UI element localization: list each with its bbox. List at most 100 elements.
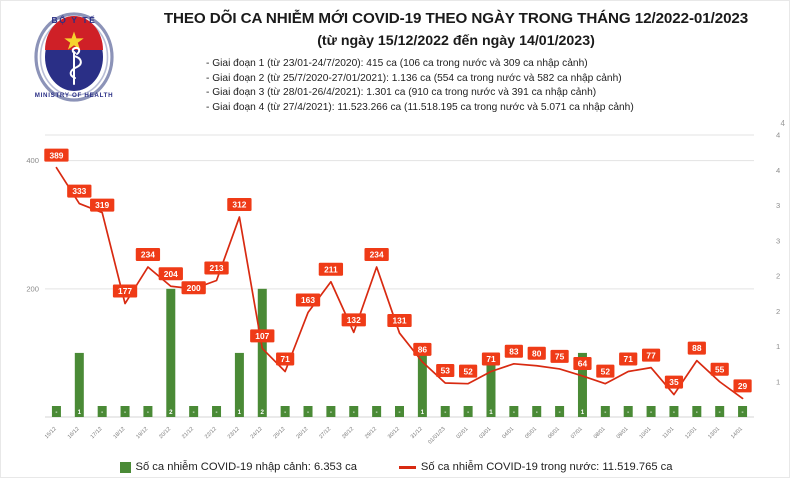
- bar[interactable]: [509, 406, 519, 417]
- legend-swatch-bar-icon: [119, 461, 131, 473]
- x-axis-tick: 01/01/23: [427, 426, 446, 445]
- bar-value-label: -: [353, 409, 355, 416]
- legend-item-domestic[interactable]: Số ca nhiễm COVID-19 trong nước: 11.519.…: [398, 461, 672, 473]
- bar-value-label: -: [719, 409, 721, 416]
- svg-text:75: 75: [555, 352, 565, 362]
- data-label: 29: [733, 379, 752, 393]
- bar[interactable]: [395, 406, 404, 417]
- page-header: BỘ Y TẾ MINISTRY OF HEALTH THEO DÕI CA N…: [1, 1, 790, 133]
- x-axis-tick: 19/12: [135, 426, 149, 440]
- bar[interactable]: [532, 406, 542, 417]
- x-axis-tick: 30/12: [387, 426, 401, 440]
- x-axis-tick: 04/01: [501, 426, 515, 440]
- bar[interactable]: [97, 406, 107, 417]
- svg-text:163: 163: [301, 295, 315, 305]
- x-axis-tick-labels: 15/12 16/12 17/12 18/12 19/12 20/12 21/12 22/12…: [44, 426, 744, 445]
- bar[interactable]: [326, 406, 336, 417]
- bar[interactable]: [577, 352, 587, 417]
- bar-value-label: -: [559, 409, 561, 416]
- phase-line-1: - Giai đoạn 1 (từ 23/01-24/7/2020): 415 …: [206, 58, 588, 69]
- data-label: 312: [227, 198, 252, 212]
- x-axis-tick: 10/01: [639, 426, 653, 440]
- data-label: 52: [459, 364, 478, 378]
- bar[interactable]: [623, 406, 633, 417]
- y-axis-right-tick: 3: [776, 201, 780, 210]
- svg-text:71: 71: [280, 354, 290, 364]
- data-label: 132: [341, 313, 366, 327]
- grid-lines: [45, 134, 754, 418]
- x-axis-tick: 24/12: [250, 426, 264, 440]
- svg-text:52: 52: [463, 366, 473, 376]
- data-label: 71: [481, 352, 501, 366]
- y-axis-right-tick: 2: [776, 307, 780, 316]
- data-label: 77: [641, 348, 661, 362]
- svg-text:234: 234: [370, 250, 384, 260]
- bar[interactable]: [600, 406, 610, 417]
- svg-text:319: 319: [95, 200, 109, 210]
- bar[interactable]: [692, 406, 702, 417]
- x-axis-tick: 03/01: [478, 426, 492, 440]
- x-axis-tick: 13/01: [707, 426, 721, 440]
- page-subtitle: (từ ngày 15/12/2022 đến ngày 14/01/2023): [317, 33, 595, 49]
- bar[interactable]: [120, 406, 130, 417]
- domestic-cases-line: [55, 166, 744, 400]
- bar-value-label: 1: [581, 409, 585, 416]
- legend-item-imported[interactable]: Số ca nhiễm COVID-19 nhập cảnh: 6.353 ca: [119, 461, 357, 473]
- bar[interactable]: [738, 406, 748, 417]
- bar[interactable]: [234, 352, 244, 417]
- bar[interactable]: [646, 406, 656, 417]
- x-axis-tick: 11/01: [662, 426, 676, 440]
- x-axis-tick: 26/12: [295, 426, 309, 440]
- bar[interactable]: [669, 406, 679, 417]
- bar[interactable]: [51, 406, 61, 417]
- chart-plot-area: 200 400 1 1 2 2 3 3 4 4 - 1 - - - 2 - - 1 2 - - - - - - 1 - - 1 - - - 1…: [1, 127, 790, 457]
- bar[interactable]: [303, 406, 313, 417]
- bar[interactable]: [372, 406, 382, 417]
- x-axis-tick: 17/12: [90, 426, 104, 440]
- bar[interactable]: [417, 352, 427, 417]
- data-label: 64: [573, 356, 592, 370]
- svg-text:64: 64: [578, 359, 588, 369]
- svg-text:83: 83: [509, 346, 519, 356]
- bar[interactable]: [555, 406, 565, 417]
- y-axis-right-labels: 1 1 2 2 3 3 4 4: [776, 131, 780, 387]
- bar[interactable]: [257, 288, 267, 417]
- svg-text:71: 71: [486, 354, 496, 364]
- svg-text:213: 213: [210, 263, 224, 273]
- bar[interactable]: [486, 352, 496, 417]
- bar[interactable]: [143, 406, 153, 417]
- svg-text:132: 132: [347, 315, 361, 325]
- x-axis-tick: 29/12: [364, 426, 378, 440]
- phase-line-3: - Giai đoạn 3 (từ 28/01-26/4/2021): 1.30…: [206, 87, 597, 99]
- svg-text:80: 80: [532, 348, 542, 358]
- data-label: 213: [204, 261, 229, 275]
- bar-value-label: -: [101, 409, 103, 416]
- y-axis-left-tick: 200: [26, 284, 39, 293]
- data-label: 80: [527, 346, 546, 360]
- x-axis-tick: 23/12: [227, 426, 241, 440]
- phase-summary-list: - Giai đoạn 1 (từ 23/01-24/7/2020): 415 …: [206, 57, 790, 115]
- bar[interactable]: [166, 288, 176, 417]
- y-axis-right-tick: 3: [776, 236, 780, 245]
- bar[interactable]: [280, 406, 290, 417]
- bar[interactable]: [189, 406, 199, 417]
- x-axis-tick: 15/12: [44, 426, 58, 440]
- svg-text:200: 200: [187, 283, 201, 293]
- bar[interactable]: [440, 406, 450, 417]
- bar[interactable]: [349, 406, 359, 417]
- y-axis-left-tick: 400: [26, 156, 39, 165]
- x-axis-tick: 16/12: [67, 426, 81, 440]
- x-axis-tick: 14/01: [730, 426, 744, 440]
- bar-value-label: 2: [169, 409, 173, 416]
- bar[interactable]: [463, 406, 473, 417]
- chart-svg: 200 400 1 1 2 2 3 3 4 4 - 1 - - - 2 - - 1 2 - - - - - - 1 - - 1 - - - 1…: [26, 131, 780, 446]
- bar[interactable]: [212, 406, 222, 417]
- bar[interactable]: [74, 352, 84, 417]
- svg-text:53: 53: [441, 366, 451, 376]
- line-series[interactable]: [55, 166, 744, 400]
- x-axis-tick: 02/01: [456, 426, 470, 440]
- bar-value-label: -: [307, 409, 309, 416]
- svg-text:333: 333: [72, 186, 86, 196]
- bar[interactable]: [715, 406, 725, 417]
